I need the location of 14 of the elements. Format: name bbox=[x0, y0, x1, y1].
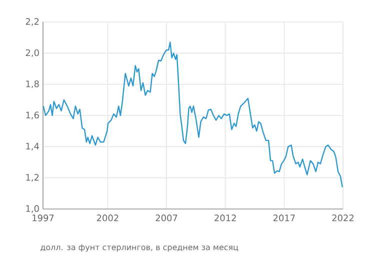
y-tick-label: 1,4 bbox=[26, 142, 39, 150]
y-tick-label: 1,8 bbox=[26, 80, 39, 88]
x-tick-label: 2002 bbox=[96, 214, 118, 222]
y-tick-label: 1,0 bbox=[26, 205, 39, 213]
x-tick-label: 1997 bbox=[32, 214, 54, 222]
x-tick-label: 2017 bbox=[273, 214, 295, 222]
y-tick-label: 1,6 bbox=[26, 112, 39, 120]
y-tick-label: 1,2 bbox=[26, 174, 39, 182]
y-tick-label: 2,0 bbox=[26, 49, 39, 58]
y-tick-label: 2,2 bbox=[26, 18, 39, 26]
x-tick-label: 2007 bbox=[156, 214, 178, 222]
line-series bbox=[42, 42, 344, 188]
x-tick-label: 2012 bbox=[214, 214, 236, 222]
x-tick-label: 2022 bbox=[332, 214, 354, 222]
